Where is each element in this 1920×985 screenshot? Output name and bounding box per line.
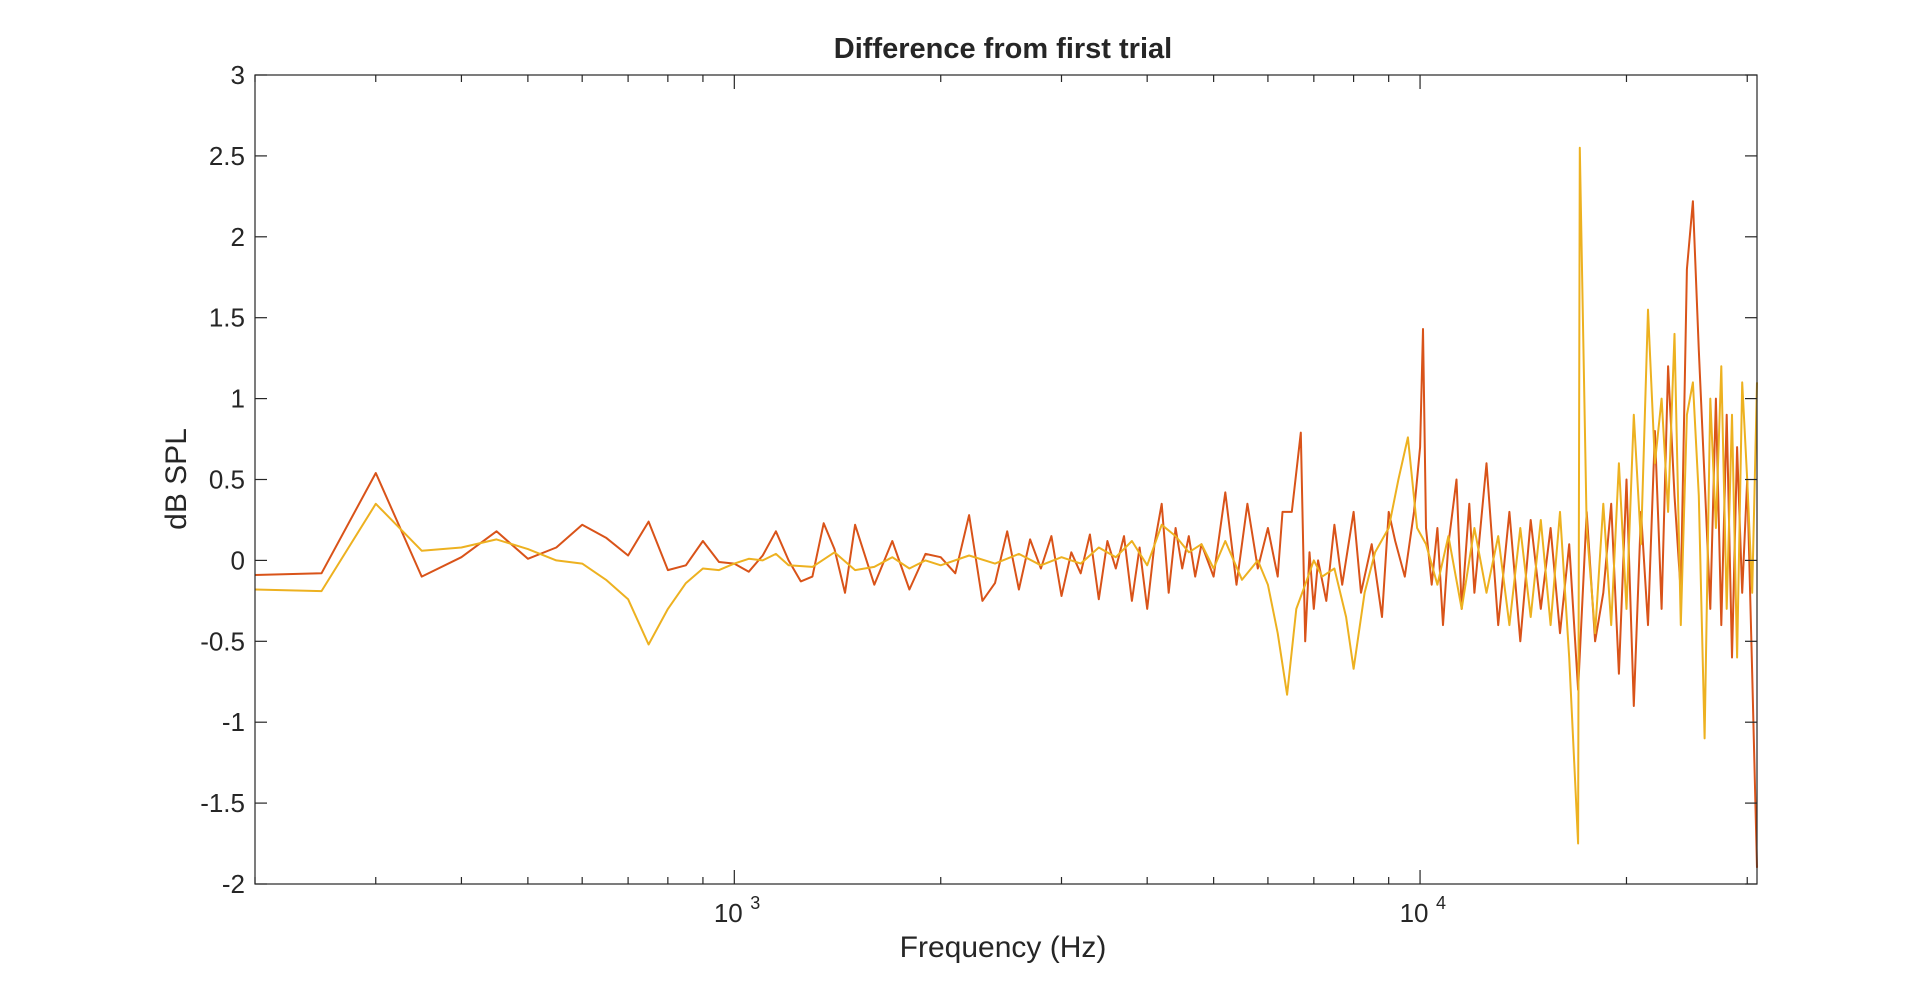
y-tick-label: -0.5 — [200, 626, 245, 656]
y-tick-label: 0.5 — [209, 465, 245, 495]
y-tick-label: -1 — [222, 707, 245, 737]
y-tick-label: -1.5 — [200, 788, 245, 818]
x-tick-exponent: 4 — [1436, 893, 1446, 913]
y-tick-label: -2 — [222, 869, 245, 899]
y-axis-label: dB SPL — [160, 428, 193, 530]
x-axis-ticks: 10 3 10 4 — [254, 75, 1748, 928]
x-tick-exponent: 3 — [750, 893, 760, 913]
y-tick-label: 1 — [231, 384, 245, 414]
x-tick-label: 10 — [1400, 898, 1429, 928]
series-line-2 — [254, 146, 1758, 845]
y-tick-label: 2.5 — [209, 141, 245, 171]
chart-title: Difference from first trial — [834, 33, 1172, 65]
y-tick-label: 3 — [231, 60, 245, 90]
plot-area — [255, 75, 1757, 884]
y-tick-label: 0 — [231, 545, 245, 575]
y-axis-ticks: -2 -1.5 -1 -0.5 0 0.5 1 1.5 2 2.5 3 — [200, 60, 1757, 899]
series-layer — [254, 146, 1758, 868]
x-axis-label: Frequency (Hz) — [900, 931, 1107, 964]
y-tick-label: 2 — [231, 222, 245, 252]
y-tick-label: 1.5 — [209, 303, 245, 333]
x-tick-label: 10 — [714, 898, 743, 928]
